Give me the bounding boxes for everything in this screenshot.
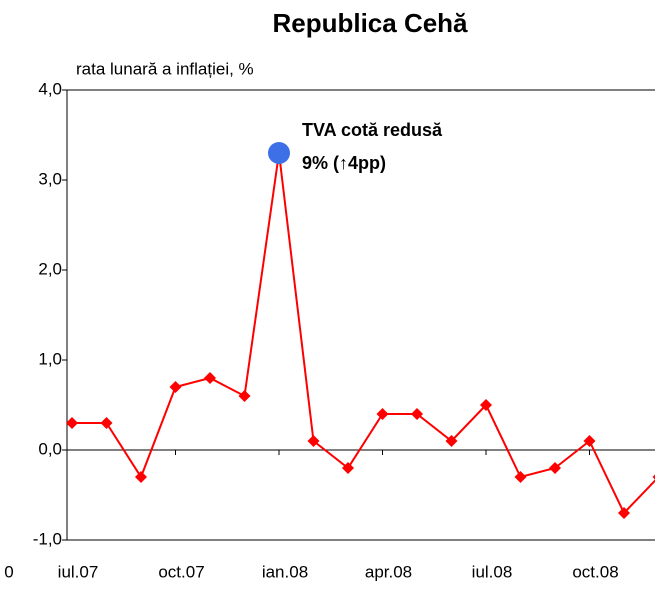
y-axis-label: rata lunară a inflației, % xyxy=(76,59,254,78)
data-point xyxy=(549,462,561,474)
x-tick-label: iul.08 xyxy=(472,562,513,581)
y-tick-label: 4,0 xyxy=(38,79,62,98)
x-tick-label: 0 xyxy=(4,562,13,581)
x-tick-label: oct.07 xyxy=(158,562,204,581)
highlight-point xyxy=(268,142,290,164)
data-point xyxy=(652,474,655,480)
y-tick-label: 0,0 xyxy=(38,439,62,458)
data-point xyxy=(445,435,458,447)
data-point xyxy=(618,507,630,519)
data-point xyxy=(238,390,251,402)
data-point xyxy=(376,408,389,420)
data-point xyxy=(66,417,78,429)
data-point xyxy=(583,435,596,447)
annotation: TVA cotă redusă xyxy=(302,120,443,140)
data-point xyxy=(204,372,216,384)
y-tick-label: 2,0 xyxy=(38,259,62,278)
x-tick-label: ian.08 xyxy=(262,562,308,581)
data-line xyxy=(72,152,655,515)
data-point xyxy=(342,462,354,474)
x-tick-label: oct.08 xyxy=(572,562,618,581)
data-point xyxy=(169,381,182,393)
data-point xyxy=(411,408,423,420)
y-tick-label: 3,0 xyxy=(38,169,62,188)
y-tick-label: 1,0 xyxy=(38,349,62,368)
data-point xyxy=(514,471,527,483)
data-point xyxy=(307,435,320,447)
x-tick-label: apr.08 xyxy=(365,562,412,581)
y-tick-label: -1,0 xyxy=(33,529,62,548)
data-point xyxy=(135,471,147,483)
annotation: 9% (↑4pp) xyxy=(302,153,386,173)
chart-title: Republica Cehă xyxy=(272,8,468,38)
data-point xyxy=(480,399,492,411)
data-point xyxy=(100,417,113,429)
x-tick-label: iul.07 xyxy=(58,562,99,581)
